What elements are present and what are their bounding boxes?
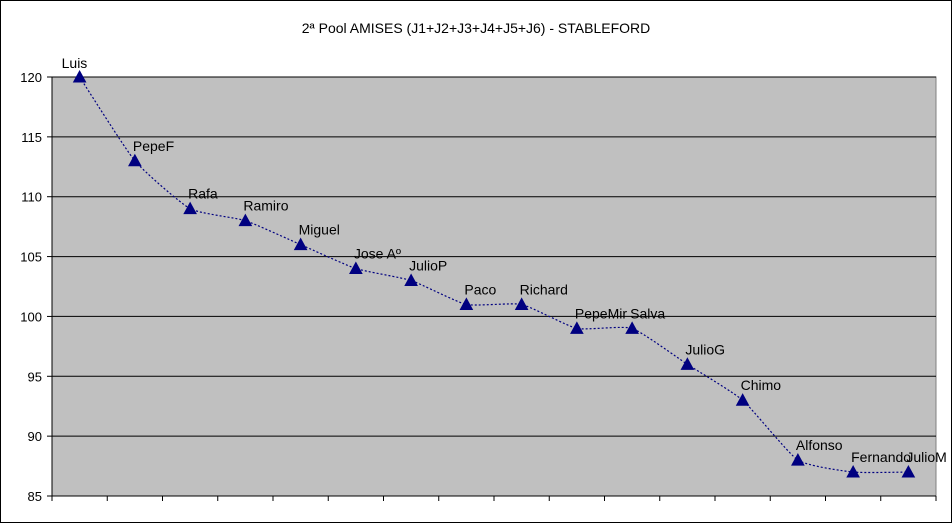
plot-area (51, 76, 937, 497)
data-point-label: Salva (630, 305, 665, 321)
data-point-marker (791, 453, 805, 466)
y-tick-label: 90 (28, 429, 42, 444)
y-tick-label: 105 (20, 250, 42, 265)
data-point-marker (128, 153, 142, 167)
data-point-label: Richard (520, 281, 568, 297)
data-point-marker (514, 297, 529, 310)
point-labels: Luis PepeF Rafa Ramiro Miguel Jose Aº JulioP Pa… (62, 55, 947, 465)
y-tick-label: 115 (21, 130, 42, 145)
y-tick-label: 85 (28, 489, 42, 504)
y-tick-label: 110 (21, 190, 42, 205)
gridlines (52, 76, 936, 437)
data-point-marker (901, 465, 916, 478)
data-point-marker (846, 465, 860, 478)
data-point-label: JulioG (685, 341, 725, 357)
data-point-label: PepeF (133, 138, 174, 154)
data-point-label: Luis (62, 55, 88, 71)
data-point-label: Ramiro (243, 198, 288, 214)
axes: 85 90 95 100 105 110 115 120 (20, 70, 937, 504)
data-point-label: Jose Aº (354, 246, 401, 262)
data-point-marker (570, 321, 584, 334)
data-point-marker (293, 237, 308, 251)
data-point-marker (404, 273, 418, 287)
data-point-label: Alfonso (796, 437, 843, 453)
data-series (72, 69, 916, 478)
y-tick-label: 120 (20, 70, 42, 85)
data-point-label: Chimo (741, 377, 782, 393)
data-point-marker (183, 201, 197, 215)
data-point-marker (459, 297, 474, 310)
data-point-marker (680, 357, 695, 370)
data-point-label: Rafa (188, 186, 218, 202)
y-tick-label: 95 (28, 369, 42, 384)
data-point-label: Fernando (851, 449, 911, 465)
y-tick-label: 100 (20, 309, 42, 324)
data-point-marker (625, 321, 639, 334)
data-point-label: Paco (464, 281, 496, 297)
data-point-label: Miguel (299, 222, 340, 238)
chart-title: 2ª Pool AMISES (J1+J2+J3+J4+J5+J6) - STA… (301, 20, 651, 36)
data-point-label: PepeMir (575, 305, 627, 321)
data-point-marker (238, 213, 253, 227)
data-point-marker (735, 393, 750, 406)
series-line (79, 76, 909, 474)
data-point-label: JulioP (409, 258, 447, 274)
data-point-label: JulioM (906, 449, 946, 465)
data-point-marker (349, 261, 363, 275)
data-point-marker (72, 69, 87, 83)
